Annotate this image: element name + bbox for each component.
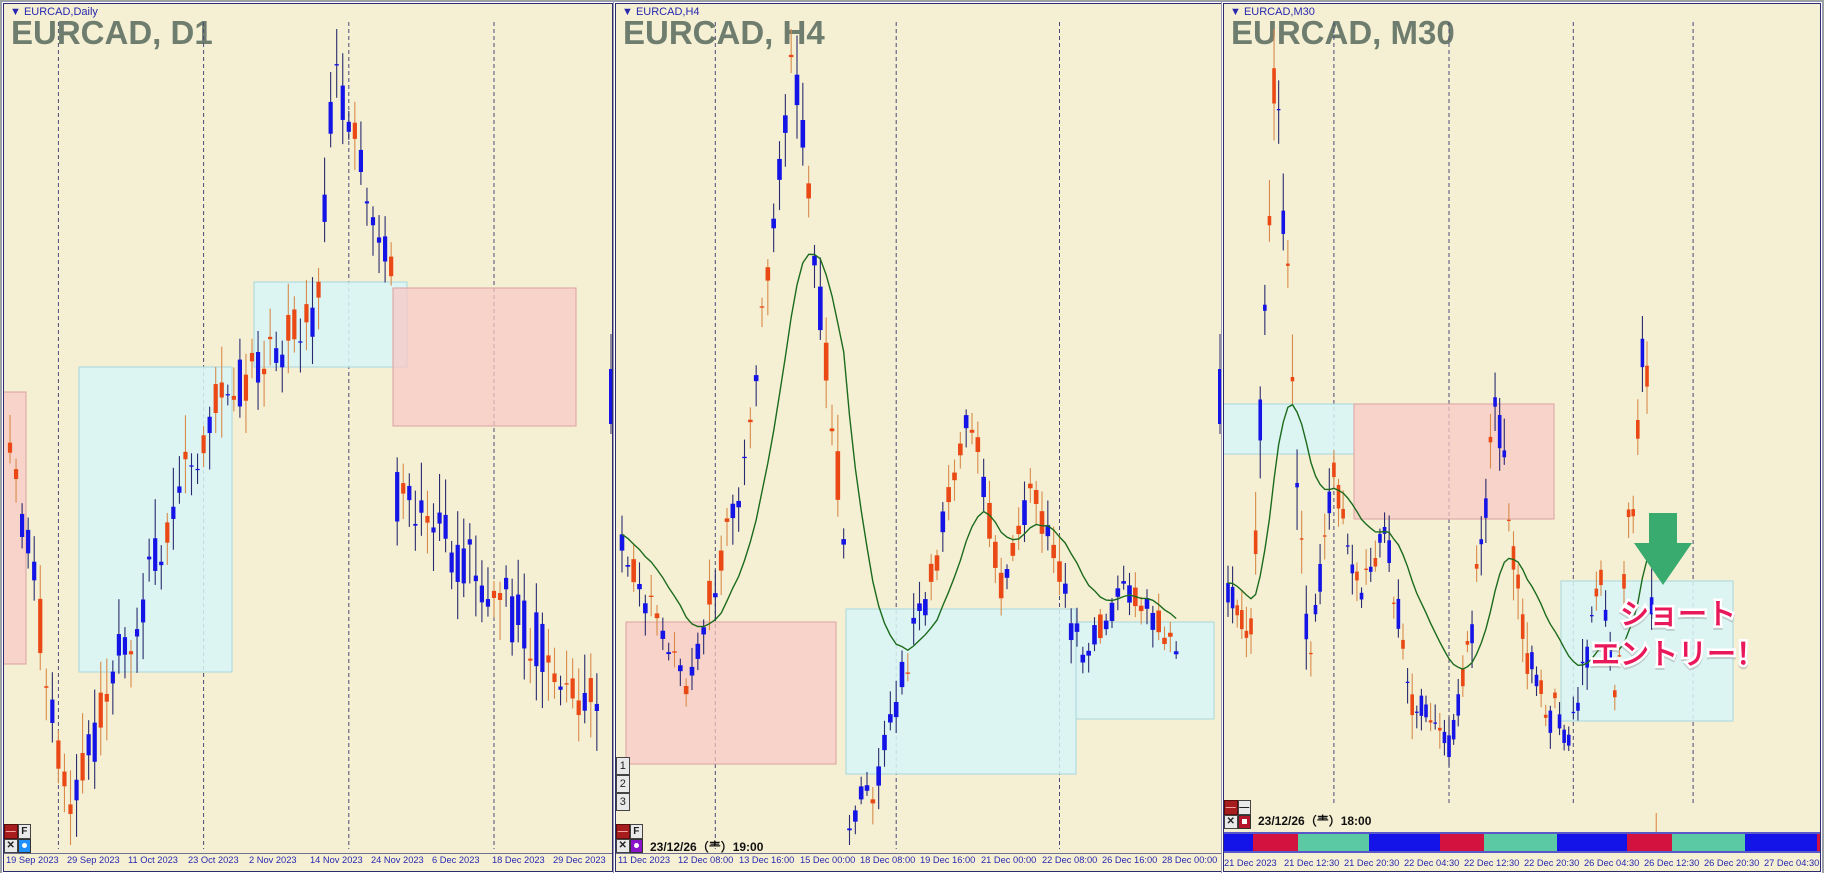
svg-text:ショート: ショート bbox=[1620, 599, 1736, 631]
svg-text:エントリー！: エントリー！ bbox=[1591, 639, 1765, 671]
